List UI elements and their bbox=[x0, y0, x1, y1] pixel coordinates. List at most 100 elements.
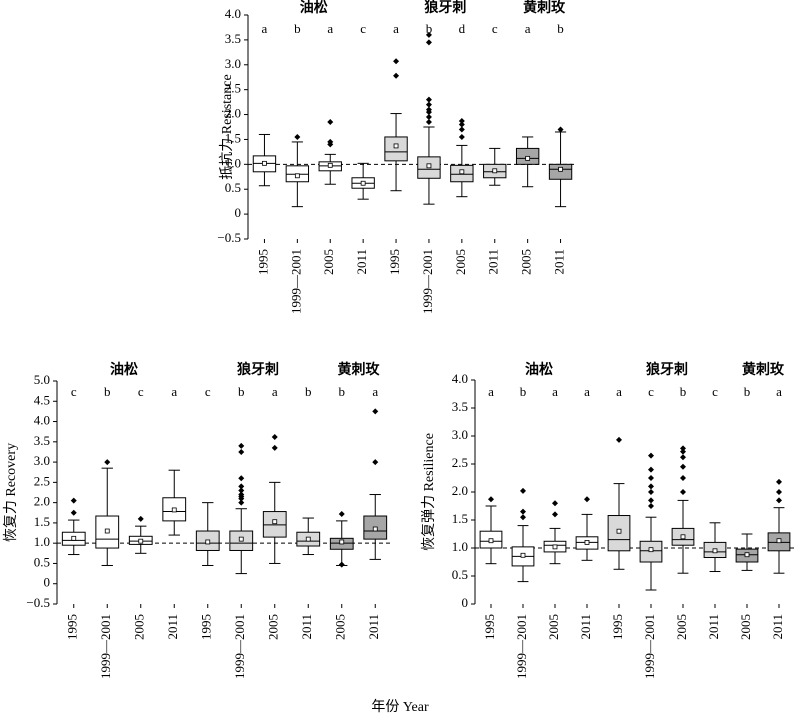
y-tick-label: 2.0 bbox=[34, 494, 50, 509]
outlier bbox=[327, 138, 334, 145]
y-tick-label: 0.5 bbox=[225, 180, 241, 195]
outlier bbox=[520, 508, 526, 515]
outlier bbox=[238, 487, 245, 494]
x-tick-label: 1999—2001 bbox=[514, 614, 529, 679]
significance-letter: c bbox=[712, 384, 718, 399]
x-tick-label: 1995 bbox=[255, 249, 270, 275]
outlier bbox=[238, 491, 245, 498]
y-axis-title: 恢复力 Recovery bbox=[2, 443, 19, 542]
significance-letter: c bbox=[492, 21, 498, 36]
outlier bbox=[425, 101, 432, 108]
outlier bbox=[680, 448, 686, 455]
significance-letter: b bbox=[744, 384, 751, 399]
group-label: 黄刺玫 bbox=[338, 361, 381, 378]
group-label: 油松 bbox=[525, 361, 553, 378]
box bbox=[384, 136, 408, 162]
x-tick-label: 2005 bbox=[266, 614, 281, 640]
significance-letter: b bbox=[557, 21, 564, 36]
outlier bbox=[552, 511, 558, 518]
group-label: 油松 bbox=[300, 0, 328, 16]
y-axis-title: 抵抗力 Resistance bbox=[219, 74, 235, 179]
outlier bbox=[372, 459, 379, 466]
significance-letter: a bbox=[262, 21, 268, 36]
mean-marker bbox=[360, 180, 366, 186]
outlier bbox=[425, 114, 432, 121]
y-tick-label: 5.0 bbox=[34, 372, 50, 387]
y-axis-title: 恢复弹力 Resilience bbox=[420, 433, 437, 551]
significance-letter: a bbox=[393, 21, 399, 36]
y-tick-label: 0.5 bbox=[34, 554, 50, 569]
y-tick-label: 1.0 bbox=[452, 539, 468, 554]
outlier bbox=[488, 496, 494, 503]
mean-marker bbox=[393, 143, 399, 149]
mean-marker bbox=[558, 166, 563, 172]
significance-letter: b bbox=[294, 21, 301, 36]
x-tick-label: 1995 bbox=[65, 614, 80, 640]
y-tick-label: −0.5 bbox=[26, 595, 50, 610]
y-tick-label: 2.0 bbox=[225, 106, 241, 121]
mean-marker bbox=[712, 548, 718, 554]
outlier bbox=[520, 514, 526, 521]
chart-panel: 0 0.5 1.0 1.5 2.0 2.5 3.0 3.5 4.0 恢复弹力 Resilience… bbox=[420, 361, 795, 679]
significance-letter: a bbox=[372, 384, 378, 399]
outlier bbox=[271, 433, 278, 440]
x-tick-label: 1999—2001 bbox=[98, 614, 113, 679]
box bbox=[548, 163, 573, 180]
outlier bbox=[70, 497, 77, 504]
outlier bbox=[425, 96, 432, 103]
y-tick-label: 2.5 bbox=[225, 81, 241, 96]
outlier bbox=[680, 445, 686, 452]
outlier bbox=[294, 133, 301, 140]
outlier bbox=[393, 58, 400, 65]
significance-letter: a bbox=[776, 384, 782, 399]
x-tick-label: 2011 bbox=[706, 614, 721, 640]
x-tick-label: 1999—2001 bbox=[420, 249, 435, 314]
x-tick-label: 2011 bbox=[354, 249, 369, 275]
significance-letter: a bbox=[525, 21, 531, 36]
x-tick-label: 2005 bbox=[738, 614, 753, 640]
y-tick-label: 2.0 bbox=[452, 483, 468, 498]
mean-marker bbox=[238, 536, 244, 542]
x-tick-label: 2011 bbox=[299, 614, 314, 640]
y-tick-label: 0 bbox=[44, 575, 51, 590]
y-tick-label: 0 bbox=[235, 205, 242, 220]
significance-letter: c bbox=[71, 384, 77, 399]
outlier bbox=[776, 478, 782, 485]
mean-marker bbox=[272, 519, 278, 525]
mean-marker bbox=[616, 528, 622, 534]
significance-letter: a bbox=[552, 384, 558, 399]
outlier bbox=[680, 454, 686, 461]
mean-marker bbox=[459, 169, 465, 175]
x-tick-label: 1995 bbox=[387, 249, 402, 275]
outlier bbox=[616, 436, 622, 443]
mean-marker bbox=[372, 526, 378, 532]
outlier bbox=[557, 126, 564, 133]
mean-marker bbox=[488, 538, 494, 544]
x-tick-label: 2005 bbox=[674, 614, 689, 640]
y-tick-label: 3.5 bbox=[34, 433, 50, 448]
y-tick-label: −0.5 bbox=[217, 230, 241, 245]
outlier bbox=[648, 503, 654, 509]
x-tick-label: 2011 bbox=[552, 249, 567, 275]
y-tick-label: 3.0 bbox=[452, 427, 468, 442]
y-tick-label: 1.5 bbox=[225, 130, 241, 145]
y-tick-label: 4.5 bbox=[34, 392, 50, 407]
outlier bbox=[776, 489, 782, 495]
x-tick-label: 2005 bbox=[453, 249, 468, 275]
mean-marker bbox=[744, 552, 750, 558]
chart-panel: −0.5 0 0.5 1.0 1.5 2.0 2.5 3.0 3.5 4.0 4.5 5.0 恢复力 R… bbox=[2, 361, 392, 679]
significance-letter: b bbox=[520, 384, 527, 399]
outlier bbox=[680, 463, 686, 470]
y-tick-label: 0.5 bbox=[452, 567, 468, 582]
x-tick-label: 2011 bbox=[770, 614, 785, 640]
y-tick-label: 4.0 bbox=[452, 371, 468, 386]
outlier bbox=[338, 510, 345, 517]
outlier bbox=[458, 133, 465, 140]
group-label: 黄刺玫 bbox=[523, 0, 566, 16]
mean-marker bbox=[339, 539, 345, 545]
outlier bbox=[648, 466, 654, 473]
x-tick-label: 2011 bbox=[366, 614, 381, 640]
significance-letter: b bbox=[339, 384, 346, 399]
x-tick-label: 1999—2001 bbox=[232, 614, 247, 679]
mean-marker bbox=[205, 539, 211, 545]
